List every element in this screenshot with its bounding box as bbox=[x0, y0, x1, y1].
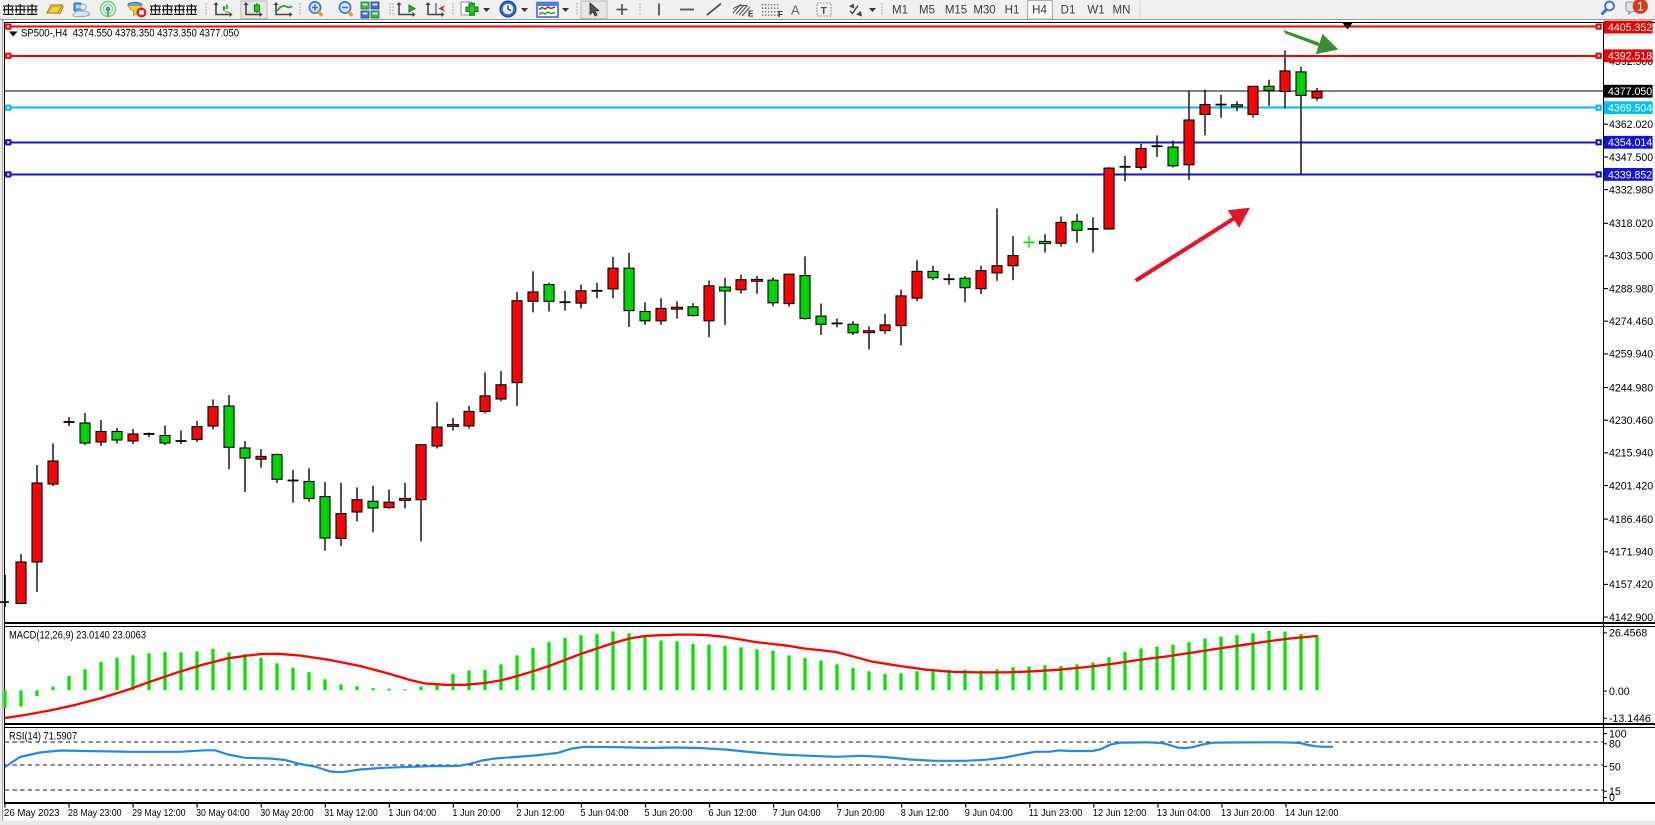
svg-text:F: F bbox=[778, 10, 783, 19]
svg-text:4244.980: 4244.980 bbox=[1609, 382, 1653, 394]
svg-text:15: 15 bbox=[1609, 786, 1621, 798]
svg-text:4171.940: 4171.940 bbox=[1609, 547, 1653, 559]
svg-text:100: 100 bbox=[1609, 728, 1627, 740]
svg-text:4347.500: 4347.500 bbox=[1609, 152, 1653, 164]
svg-text:-13.1446: -13.1446 bbox=[1609, 713, 1651, 725]
svg-text:4274.460: 4274.460 bbox=[1609, 316, 1653, 328]
svg-text:MACD(12,26,9) 23.0140 23.0063: MACD(12,26,9) 23.0140 23.0063 bbox=[9, 629, 146, 641]
svg-text:4157.420: 4157.420 bbox=[1609, 579, 1653, 591]
svg-text:4362.020: 4362.020 bbox=[1609, 119, 1653, 131]
svg-text:M5: M5 bbox=[919, 5, 935, 17]
svg-text:SP500-,H4 4374.550 4378.350 4: SP500-,H4 4374.550 4378.350 4373.350 437… bbox=[21, 27, 239, 39]
svg-text:11 Jun 23:00: 11 Jun 23:00 bbox=[1029, 808, 1083, 819]
svg-text:W1: W1 bbox=[1087, 5, 1104, 17]
svg-text:13 Jun 04:00: 13 Jun 04:00 bbox=[1157, 808, 1211, 819]
svg-text:28 May 23:00: 28 May 23:00 bbox=[68, 808, 122, 819]
svg-text:5 Jun 20:00: 5 Jun 20:00 bbox=[645, 808, 693, 819]
svg-text:5 Jun 04:00: 5 Jun 04:00 bbox=[580, 808, 628, 819]
svg-text:M30: M30 bbox=[973, 5, 995, 17]
svg-text:H4: H4 bbox=[1032, 5, 1047, 17]
svg-text:14 Jun 12:00: 14 Jun 12:00 bbox=[1285, 808, 1339, 819]
svg-text:30 May 04:00: 30 May 04:00 bbox=[196, 808, 250, 819]
svg-text:4377.050: 4377.050 bbox=[1608, 86, 1652, 98]
svg-text:4259.940: 4259.940 bbox=[1609, 349, 1653, 361]
svg-text:13 Jun 20:00: 13 Jun 20:00 bbox=[1221, 808, 1275, 819]
svg-text:4354.014: 4354.014 bbox=[1608, 137, 1652, 149]
svg-text:0: 0 bbox=[1609, 792, 1615, 804]
svg-text:7 Jun 20:00: 7 Jun 20:00 bbox=[837, 808, 885, 819]
svg-text:9 Jun 04:00: 9 Jun 04:00 bbox=[965, 808, 1013, 819]
svg-text:4142.900: 4142.900 bbox=[1609, 612, 1653, 624]
svg-text:4215.940: 4215.940 bbox=[1609, 448, 1653, 460]
svg-text:MN: MN bbox=[1113, 5, 1131, 17]
svg-text:4332.980: 4332.980 bbox=[1609, 184, 1653, 196]
svg-text:4318.020: 4318.020 bbox=[1609, 218, 1653, 230]
svg-text:H1: H1 bbox=[1005, 5, 1020, 17]
svg-text:29 May 12:00: 29 May 12:00 bbox=[132, 808, 186, 819]
svg-text:26.4568: 26.4568 bbox=[1609, 628, 1647, 640]
svg-text:4303.500: 4303.500 bbox=[1609, 251, 1653, 263]
svg-text:4186.460: 4186.460 bbox=[1609, 514, 1653, 526]
svg-text:80: 80 bbox=[1609, 739, 1621, 751]
svg-text:4405.352: 4405.352 bbox=[1608, 22, 1652, 34]
svg-text:6 Jun 12:00: 6 Jun 12:00 bbox=[709, 808, 757, 819]
svg-text:4339.852: 4339.852 bbox=[1608, 169, 1652, 181]
svg-text:T: T bbox=[821, 5, 828, 17]
svg-text:M15: M15 bbox=[945, 5, 967, 17]
svg-text:4369.504: 4369.504 bbox=[1608, 103, 1652, 115]
svg-text:1 Jun 20:00: 1 Jun 20:00 bbox=[452, 808, 500, 819]
svg-text:4392.518: 4392.518 bbox=[1608, 51, 1652, 63]
svg-text:4230.460: 4230.460 bbox=[1609, 415, 1653, 427]
svg-text:12 Jun 12:00: 12 Jun 12:00 bbox=[1093, 808, 1147, 819]
svg-text:2 Jun 12:00: 2 Jun 12:00 bbox=[516, 808, 564, 819]
svg-text:50: 50 bbox=[1609, 761, 1621, 773]
svg-text:26 May 2023: 26 May 2023 bbox=[4, 808, 60, 819]
svg-text:4201.420: 4201.420 bbox=[1609, 480, 1653, 492]
svg-text:0.00: 0.00 bbox=[1609, 686, 1630, 698]
svg-text:RSI(14) 71.5907: RSI(14) 71.5907 bbox=[9, 730, 77, 742]
svg-text:7 Jun 04:00: 7 Jun 04:00 bbox=[773, 808, 821, 819]
svg-text:4288.980: 4288.980 bbox=[1609, 283, 1653, 295]
svg-text:1 Jun 04:00: 1 Jun 04:00 bbox=[388, 808, 436, 819]
svg-text:A: A bbox=[791, 3, 800, 18]
svg-text:30 May 20:00: 30 May 20:00 bbox=[260, 808, 314, 819]
svg-text:M1: M1 bbox=[892, 5, 908, 17]
svg-text:8 Jun 12:00: 8 Jun 12:00 bbox=[901, 808, 949, 819]
svg-text:D1: D1 bbox=[1061, 5, 1076, 17]
svg-text:1: 1 bbox=[1637, 0, 1644, 14]
svg-text:E: E bbox=[748, 10, 754, 19]
svg-text:31 May 12:00: 31 May 12:00 bbox=[324, 808, 378, 819]
